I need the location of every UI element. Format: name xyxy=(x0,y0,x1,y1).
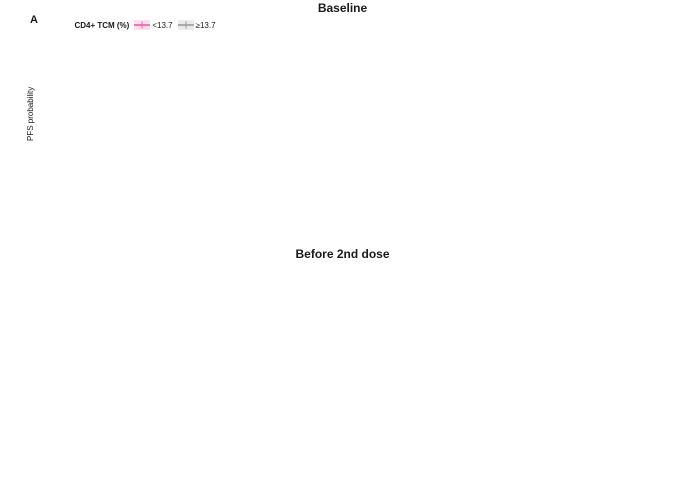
legend-item-a-0: <13.7 xyxy=(134,20,173,30)
legend-key-icon xyxy=(177,20,194,30)
legend-label-a-1: ≥13.7 xyxy=(195,20,216,30)
panel-title-a: CD4+ TCM (%) xyxy=(74,20,130,30)
legend-label-a-0: <13.7 xyxy=(152,20,173,30)
panel-header-a: CD4+ TCM (%) <13.7 ≥13.7 xyxy=(38,20,252,30)
legend-item-a-1: ≥13.7 xyxy=(177,20,216,30)
panel-letter-a: A xyxy=(30,14,38,26)
section-title-before-2nd-dose: Before 2nd dose xyxy=(295,247,390,261)
y-axis-label-a: PFS probability xyxy=(26,86,35,142)
section-title-baseline: Baseline xyxy=(317,1,368,15)
legend-key-icon xyxy=(134,20,151,30)
panel-a: A CD4+ TCM (%) <13.7 ≥13.7 PFS probability xyxy=(26,14,256,234)
